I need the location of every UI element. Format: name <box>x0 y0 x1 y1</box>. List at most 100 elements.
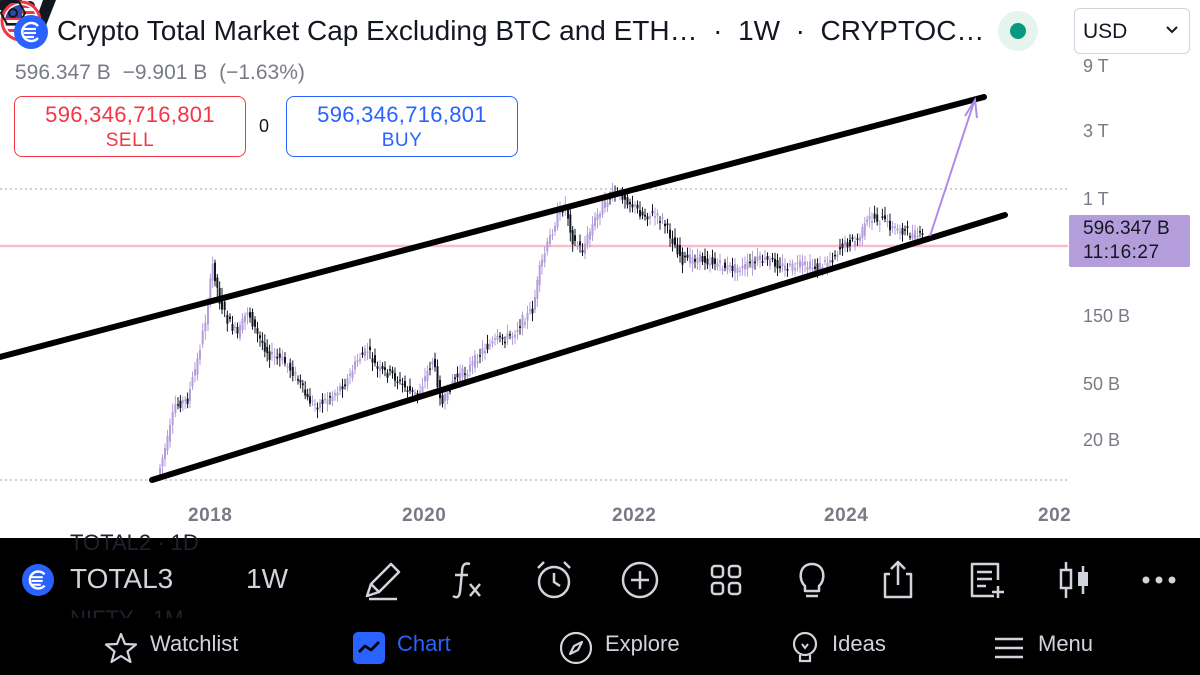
nav-item-watchlist[interactable] <box>100 618 260 675</box>
ideas-bulb-icon[interactable] <box>790 558 834 602</box>
nav-label-ideas[interactable]: Ideas <box>832 631 886 656</box>
time-axis-label: 202 <box>1038 505 1072 526</box>
candle-body <box>286 366 289 368</box>
candle-body <box>549 235 551 244</box>
currency-select[interactable]: USD <box>1074 8 1190 54</box>
candle-body <box>221 296 223 310</box>
symbol-header: Crypto Total Market Cap Excluding BTC an… <box>0 0 1200 170</box>
exchange-label: CRYPTOC… <box>820 15 985 46</box>
candle-body <box>596 214 599 220</box>
candle-body <box>199 350 201 360</box>
candles <box>159 182 924 481</box>
candle-body <box>679 245 681 256</box>
candle-body <box>661 217 664 219</box>
candle-body <box>716 263 719 267</box>
candle-body <box>666 223 669 226</box>
candle-body <box>516 330 519 333</box>
brush-icon[interactable] <box>361 558 405 602</box>
price-change-percent: (−1.63%) <box>219 61 305 84</box>
candle-type-icon[interactable] <box>1052 558 1096 602</box>
share-icon[interactable] <box>876 558 920 602</box>
more-icon[interactable] <box>1137 558 1181 602</box>
candle-body <box>764 257 766 260</box>
projection-arrow-head <box>964 97 978 119</box>
candle-body <box>664 223 666 227</box>
candle-body <box>734 264 736 273</box>
candle-body <box>364 348 366 357</box>
candle-body <box>866 219 869 223</box>
nav-item-menu[interactable] <box>990 618 1100 675</box>
candle-body <box>351 371 354 379</box>
nav-label-watchlist[interactable]: Watchlist <box>150 631 239 656</box>
candle-body <box>538 265 541 286</box>
candle-body <box>346 378 349 387</box>
candle-body <box>218 287 221 304</box>
candle-body <box>621 192 624 200</box>
channel-lower-line <box>149 212 1008 483</box>
nav-label-menu[interactable]: Menu <box>1038 631 1094 656</box>
notes-icon[interactable] <box>964 558 1008 602</box>
symbol-logo-icon[interactable] <box>22 564 54 596</box>
candle-body <box>406 390 409 392</box>
candle-body <box>746 261 749 269</box>
candle-body <box>541 259 543 267</box>
symbol-logo-icon[interactable] <box>14 15 48 49</box>
symbol-button[interactable]: TOTAL3 <box>70 563 174 594</box>
candle-body <box>381 365 384 370</box>
candle-body <box>796 262 799 265</box>
candle-body <box>476 361 479 364</box>
market-open-dot-icon <box>1010 23 1026 39</box>
candle-body <box>806 267 809 271</box>
candle-body <box>741 265 744 269</box>
indicators-fx-icon[interactable] <box>446 558 490 602</box>
candle-body <box>474 355 476 368</box>
candle-body <box>694 259 696 262</box>
candle-body <box>186 398 189 404</box>
candle-body <box>543 253 546 263</box>
candle-body <box>246 312 249 316</box>
candle-body <box>569 214 572 233</box>
nav-item-explore[interactable] <box>556 618 696 675</box>
candle-body <box>484 350 486 354</box>
candle-body <box>789 263 791 266</box>
candle-body <box>511 336 514 339</box>
candle-body <box>551 234 554 236</box>
candle-body <box>521 315 524 329</box>
timeframe-button[interactable]: 1W <box>246 563 288 594</box>
plus-circle-icon[interactable] <box>618 558 662 602</box>
nav-item-chart[interactable] <box>350 618 470 675</box>
candle-body <box>901 228 904 235</box>
market-status-indicator[interactable] <box>998 11 1038 51</box>
candle-body <box>606 202 609 208</box>
symbol-title[interactable]: Crypto Total Market Cap Excluding BTC an… <box>57 15 985 46</box>
candle-body <box>634 204 636 207</box>
nav-label-chart[interactable]: Chart <box>397 631 451 656</box>
price-chart[interactable] <box>0 0 1200 538</box>
nav-item-ideas[interactable] <box>785 618 895 675</box>
buy-button[interactable]: 596,346,716,801 BUY <box>286 96 518 157</box>
candle-body <box>404 381 406 388</box>
sell-button[interactable]: 596,346,716,801 SELL <box>14 96 246 157</box>
candle-body <box>254 319 256 327</box>
candle-body <box>309 396 311 404</box>
layouts-grid-icon[interactable] <box>704 558 748 602</box>
candle-body <box>636 204 639 209</box>
candle-body <box>241 318 244 330</box>
candle-body <box>354 361 356 370</box>
candle-body <box>834 254 836 257</box>
candle-body <box>491 340 494 344</box>
candle-body <box>374 355 376 364</box>
candle-body <box>444 393 446 402</box>
quote-line: 596.347 B −9.901 B (−1.63%) <box>15 60 311 86</box>
candle-body <box>691 257 694 264</box>
nav-label-explore[interactable]: Explore <box>605 631 680 656</box>
alarm-clock-icon[interactable] <box>532 558 576 602</box>
candle-body <box>361 352 364 355</box>
candle-body <box>184 399 187 402</box>
candle-body <box>278 353 281 358</box>
candle-body <box>809 261 811 269</box>
candle-body <box>599 214 601 218</box>
candle-body <box>589 231 591 240</box>
chart-area[interactable]: 9 T 3 T 1 T 150 B 50 B 20 B 596.347 B 11… <box>0 0 1200 538</box>
candle-body <box>556 210 559 228</box>
